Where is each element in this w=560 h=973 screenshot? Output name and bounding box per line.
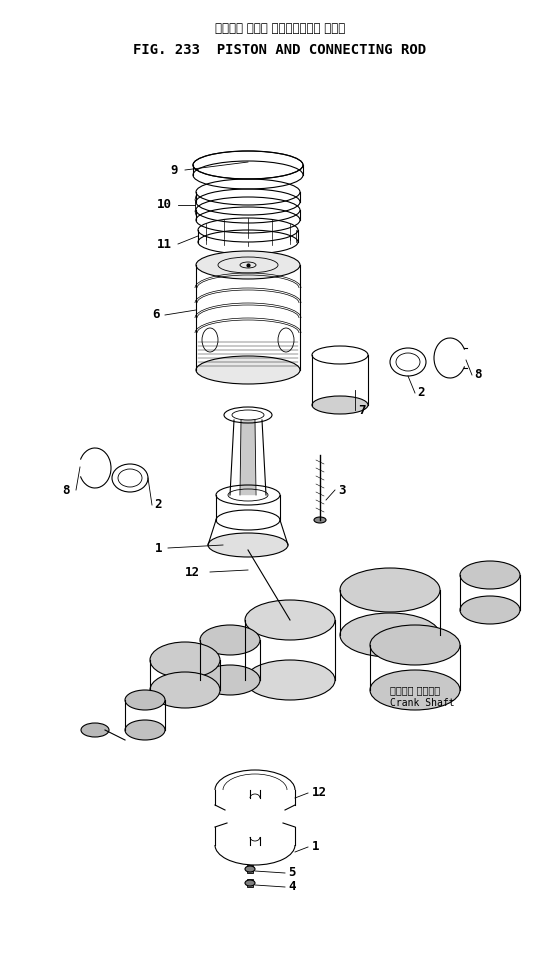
Text: ピストン および コネクティング ロッド: ピストン および コネクティング ロッド bbox=[215, 21, 345, 34]
Text: 8: 8 bbox=[63, 484, 70, 496]
Text: クランク シャフト: クランク シャフト bbox=[390, 685, 440, 695]
Text: 2: 2 bbox=[154, 498, 161, 512]
Text: Crank Shaft: Crank Shaft bbox=[390, 698, 455, 708]
Bar bbox=[247, 879, 253, 887]
Text: 6: 6 bbox=[152, 308, 160, 321]
Ellipse shape bbox=[312, 396, 368, 414]
Ellipse shape bbox=[150, 642, 220, 678]
Text: 5: 5 bbox=[288, 867, 296, 880]
Text: 4: 4 bbox=[288, 881, 296, 893]
Ellipse shape bbox=[245, 600, 335, 640]
Text: 9: 9 bbox=[170, 163, 178, 176]
Text: 7: 7 bbox=[358, 404, 366, 416]
Text: FIG. 233  PISTON AND CONNECTING ROD: FIG. 233 PISTON AND CONNECTING ROD bbox=[133, 43, 427, 57]
Ellipse shape bbox=[245, 866, 255, 872]
Text: 12: 12 bbox=[312, 786, 327, 800]
Ellipse shape bbox=[370, 625, 460, 665]
Ellipse shape bbox=[460, 561, 520, 589]
Ellipse shape bbox=[208, 533, 288, 557]
Text: 1: 1 bbox=[155, 542, 162, 555]
Ellipse shape bbox=[196, 251, 300, 279]
Ellipse shape bbox=[125, 690, 165, 710]
Text: 12: 12 bbox=[185, 565, 200, 579]
Text: 10: 10 bbox=[157, 198, 172, 211]
Text: 1: 1 bbox=[312, 841, 320, 853]
Ellipse shape bbox=[340, 568, 440, 612]
Text: 2: 2 bbox=[417, 386, 424, 400]
Text: 8: 8 bbox=[474, 369, 482, 381]
Ellipse shape bbox=[200, 625, 260, 655]
Text: 11: 11 bbox=[157, 237, 172, 250]
Ellipse shape bbox=[245, 660, 335, 700]
Ellipse shape bbox=[370, 670, 460, 710]
Text: 3: 3 bbox=[338, 484, 346, 496]
Ellipse shape bbox=[245, 880, 255, 886]
Ellipse shape bbox=[314, 517, 326, 523]
Ellipse shape bbox=[125, 720, 165, 740]
Ellipse shape bbox=[196, 356, 300, 384]
Ellipse shape bbox=[81, 723, 109, 737]
Ellipse shape bbox=[200, 665, 260, 695]
Ellipse shape bbox=[150, 672, 220, 708]
Ellipse shape bbox=[460, 596, 520, 624]
Ellipse shape bbox=[340, 613, 440, 657]
Bar bbox=[247, 865, 253, 873]
